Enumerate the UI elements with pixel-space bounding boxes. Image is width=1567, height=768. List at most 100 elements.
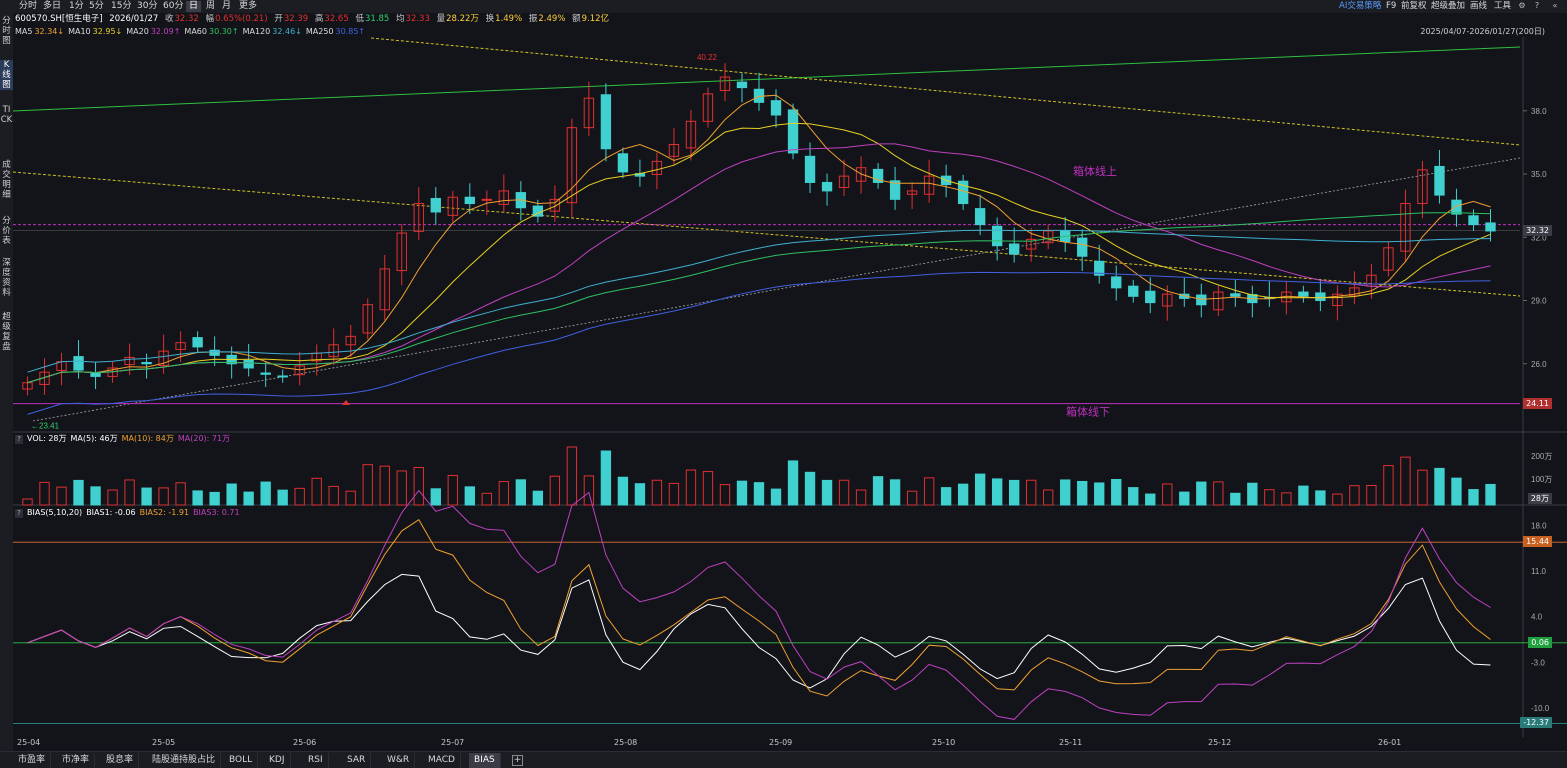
candle[interactable]: [583, 97, 595, 129]
candle[interactable]: [1468, 215, 1479, 226]
period-tab[interactable]: 30分: [137, 1, 158, 11]
candle[interactable]: [1230, 293, 1241, 297]
candle[interactable]: [1008, 243, 1020, 255]
candle[interactable]: [1043, 230, 1054, 244]
period-tab[interactable]: 多日: [43, 1, 62, 11]
period-tab[interactable]: 日: [186, 1, 202, 12]
indicator-tab[interactable]: 市净率: [57, 753, 96, 768]
side-tab[interactable]: 深度资料: [2, 258, 11, 298]
trend-line-upper[interactable]: [13, 46, 1521, 112]
trend-line-dashed[interactable]: [370, 37, 1521, 146]
indicator-tab[interactable]: 股息率: [101, 753, 140, 768]
indicator-tab[interactable]: KDJ: [264, 753, 291, 768]
period-tab[interactable]: 60分: [163, 1, 184, 11]
side-tab[interactable]: TICK: [0, 105, 13, 125]
candle[interactable]: [855, 167, 867, 182]
candle[interactable]: [821, 181, 833, 192]
candle[interactable]: [345, 335, 356, 346]
trend-line-dashed[interactable]: [13, 171, 1521, 297]
period-tab[interactable]: 5分: [89, 1, 104, 11]
candle[interactable]: [906, 190, 918, 195]
candle[interactable]: [566, 127, 578, 204]
candle[interactable]: [1383, 247, 1394, 271]
candle[interactable]: [991, 225, 1003, 247]
candle[interactable]: [1349, 287, 1360, 297]
candle[interactable]: [209, 349, 220, 356]
candle[interactable]: [1111, 276, 1122, 289]
candle[interactable]: [260, 372, 271, 375]
candle[interactable]: [872, 168, 884, 183]
candle[interactable]: [1451, 199, 1462, 215]
side-tab[interactable]: 成交明细: [2, 160, 11, 200]
period-tab[interactable]: 1分: [69, 1, 84, 11]
candle[interactable]: [243, 359, 254, 369]
indicator-tab[interactable]: W&R: [382, 753, 416, 768]
candle[interactable]: [379, 268, 390, 311]
candle[interactable]: [1315, 292, 1326, 302]
candle[interactable]: [617, 153, 629, 173]
candle[interactable]: [1400, 203, 1411, 252]
period-tab[interactable]: 更多: [239, 1, 258, 11]
help-icon[interactable]: ?: [15, 435, 23, 444]
indicator-tab[interactable]: BIAS: [469, 753, 501, 768]
candle[interactable]: [1026, 238, 1037, 250]
candle[interactable]: [481, 198, 492, 201]
candle[interactable]: [141, 361, 152, 365]
indicator-tab[interactable]: BOLL: [224, 753, 259, 768]
candle[interactable]: [770, 100, 782, 116]
candle[interactable]: [124, 356, 135, 366]
indicator-tab[interactable]: MACD: [423, 753, 461, 768]
candle[interactable]: [277, 375, 288, 378]
candle[interactable]: [651, 160, 663, 175]
candle[interactable]: [549, 198, 561, 212]
side-tab[interactable]: 分价表: [2, 216, 11, 246]
candle[interactable]: [430, 197, 441, 213]
candle[interactable]: [1128, 285, 1139, 297]
candle[interactable]: [396, 232, 407, 272]
toolbar-item[interactable]: F9: [1386, 1, 1397, 11]
candle[interactable]: [328, 344, 339, 358]
candle[interactable]: [22, 382, 33, 390]
candle[interactable]: [294, 365, 305, 376]
candle[interactable]: [668, 144, 680, 157]
add-tab-icon[interactable]: +: [512, 755, 523, 766]
toolbar-item[interactable]: 前复权: [1401, 1, 1427, 11]
candle[interactable]: [447, 196, 458, 216]
candle[interactable]: [39, 371, 50, 385]
candle[interactable]: [923, 175, 935, 195]
side-tab[interactable]: K线图: [0, 60, 13, 90]
candle[interactable]: [1434, 165, 1445, 196]
gear-icon[interactable]: ⚙: [1518, 1, 1526, 10]
candle[interactable]: [600, 94, 612, 150]
candle[interactable]: [498, 190, 510, 205]
side-tab[interactable]: 分时图: [2, 16, 11, 46]
help-icon[interactable]: ?: [15, 509, 23, 518]
side-tab[interactable]: 超级复盘: [2, 312, 11, 352]
toolbar-item[interactable]: 超级叠加: [1431, 1, 1466, 11]
period-tab[interactable]: 月: [222, 1, 232, 11]
collapse-icon[interactable]: «: [1552, 1, 1558, 10]
candle[interactable]: [804, 155, 816, 183]
toolbar-item[interactable]: AI交易策略: [1339, 1, 1382, 11]
candle[interactable]: [702, 93, 714, 122]
candle[interactable]: [685, 120, 697, 149]
toolbar-item[interactable]: 画线: [1470, 1, 1488, 11]
candle[interactable]: [1417, 169, 1428, 205]
candle[interactable]: [1094, 260, 1105, 276]
candle[interactable]: [1145, 290, 1156, 304]
candle[interactable]: [175, 342, 186, 350]
period-tab[interactable]: 分时: [19, 1, 38, 11]
candle[interactable]: [192, 337, 203, 348]
indicator-tab[interactable]: RSI: [303, 753, 329, 768]
candle[interactable]: [1213, 291, 1224, 311]
indicator-tab[interactable]: 陆股通持股占比: [147, 753, 222, 768]
candle[interactable]: [1332, 293, 1343, 307]
candle[interactable]: [719, 76, 731, 92]
candle[interactable]: [413, 203, 424, 232]
candle[interactable]: [464, 196, 475, 205]
candle[interactable]: [362, 304, 373, 334]
candle[interactable]: [889, 180, 901, 200]
period-tab[interactable]: 周: [206, 1, 216, 11]
candle[interactable]: [1162, 293, 1173, 307]
